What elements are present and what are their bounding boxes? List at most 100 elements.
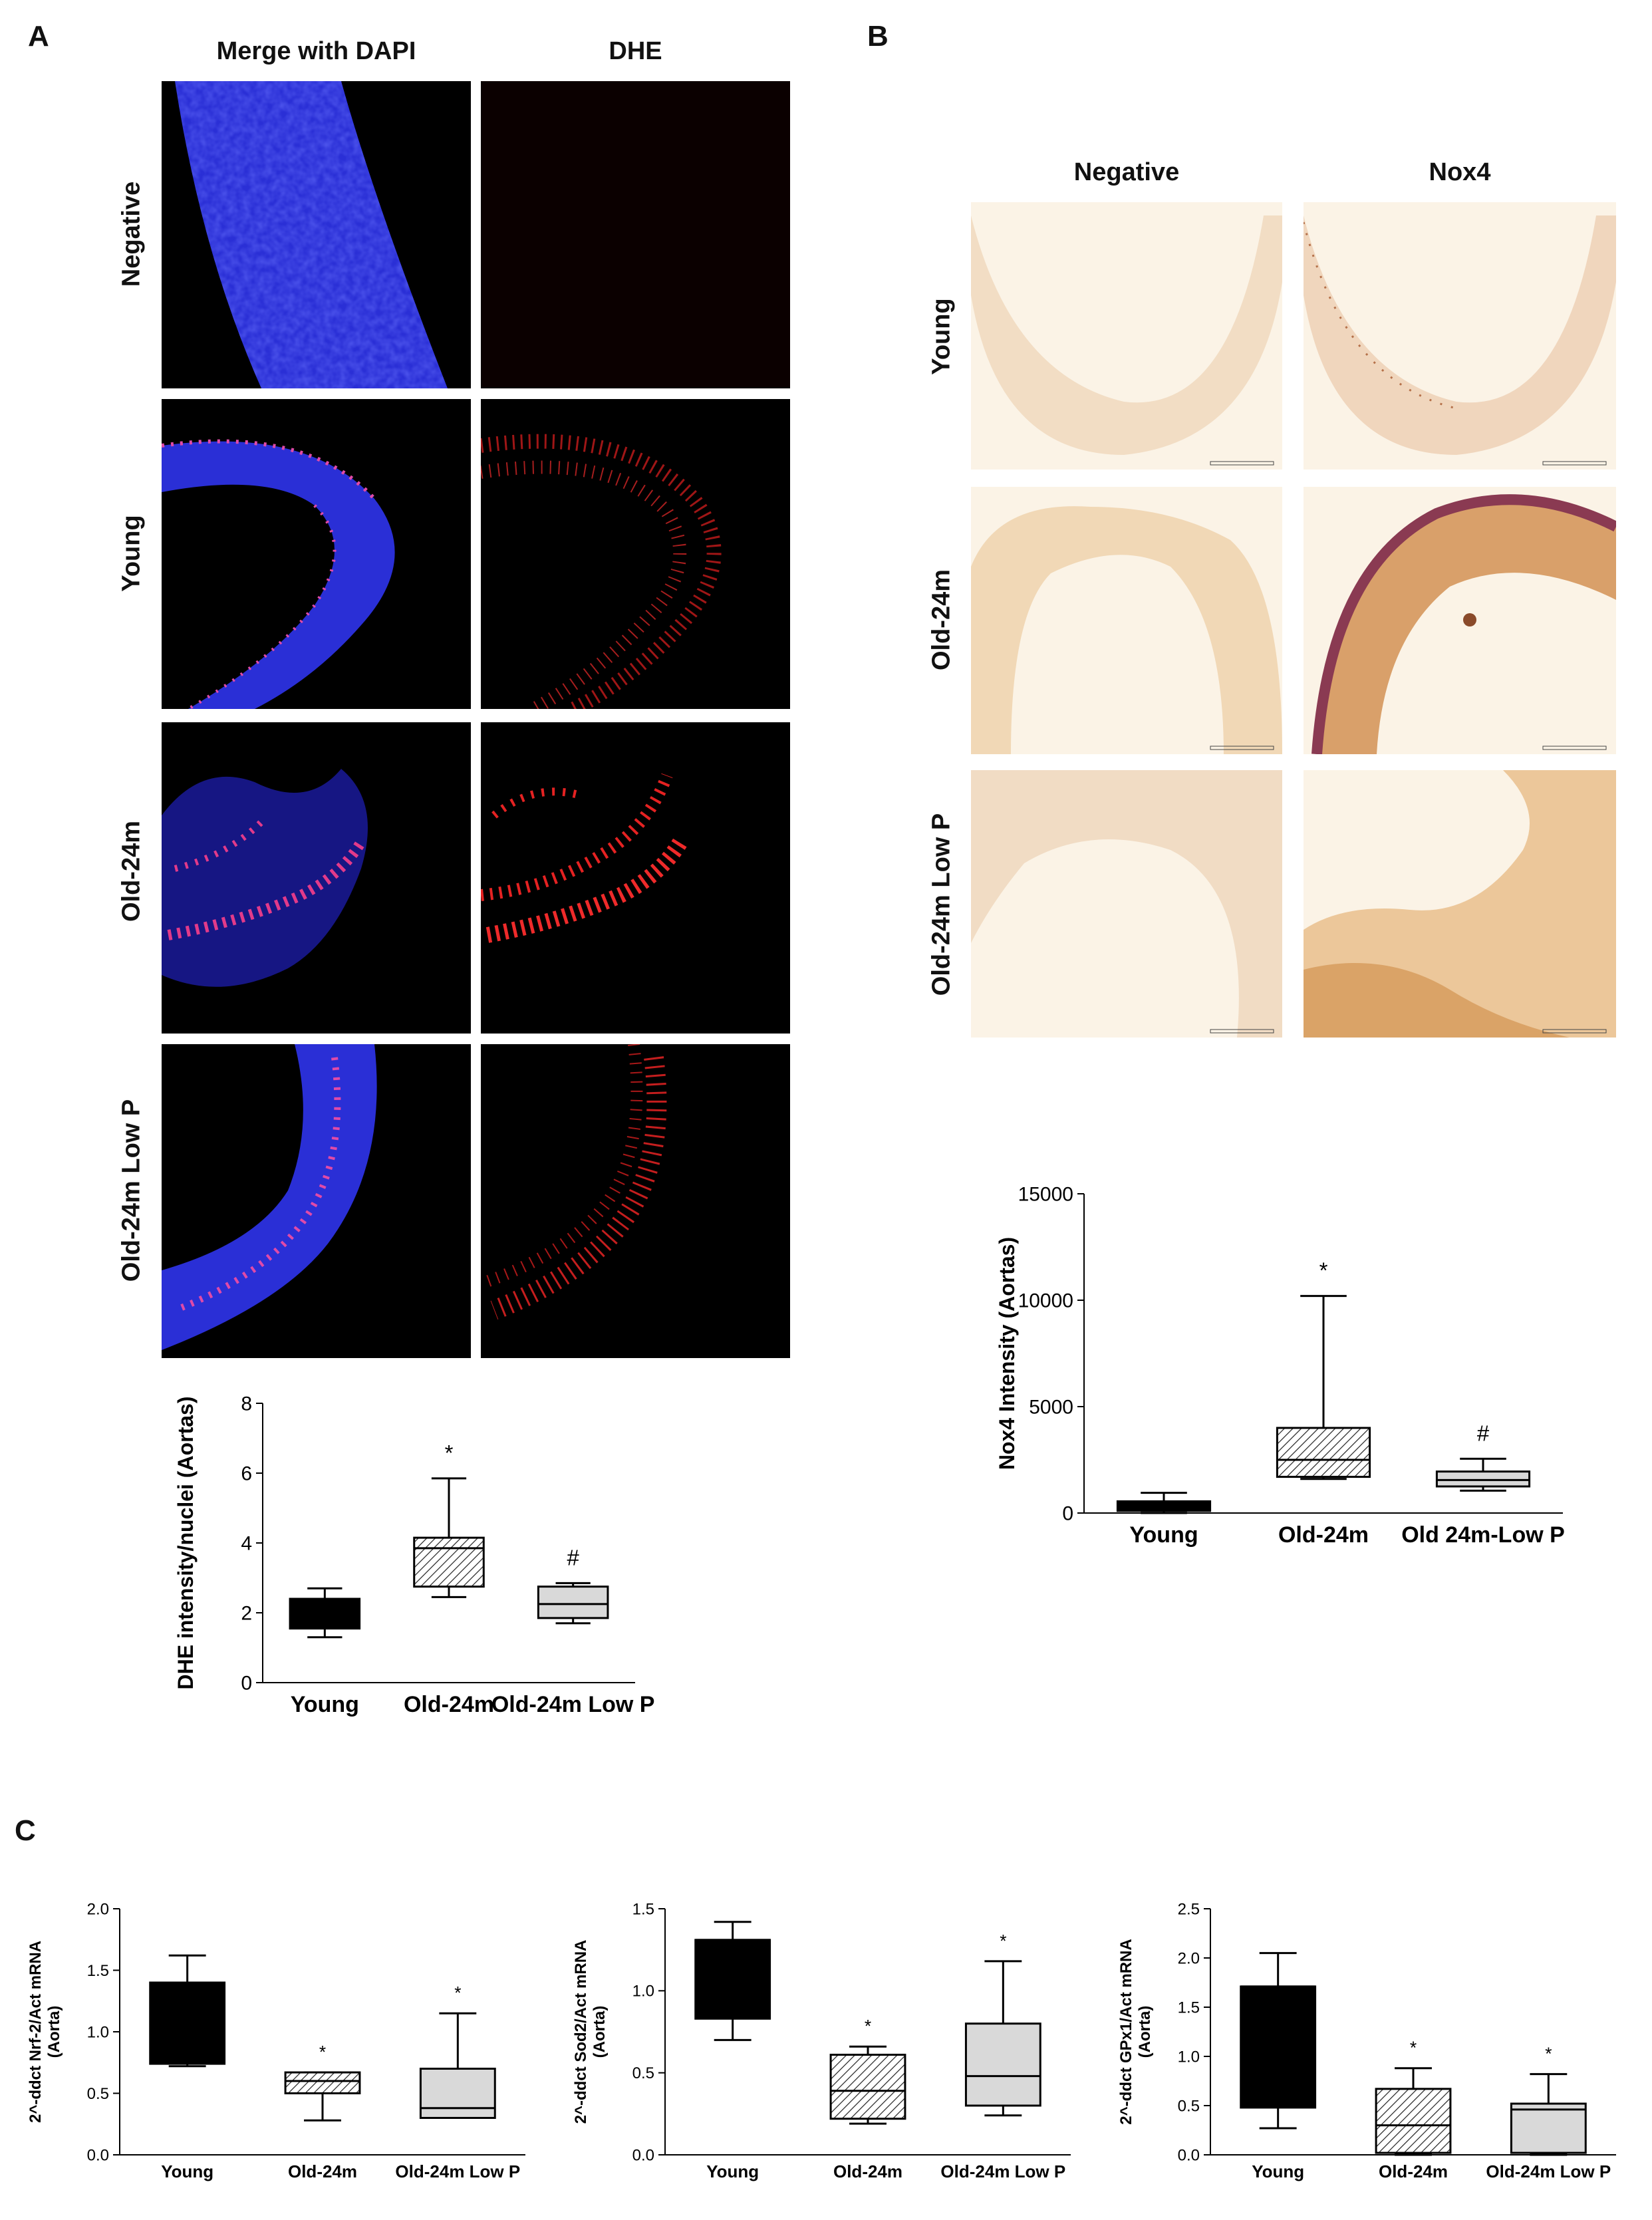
micrograph-nox4-old24m [1304, 487, 1616, 754]
panel-a-row-young: Young [117, 515, 146, 592]
dhe-annotation-2: # [567, 1545, 579, 1570]
nrf2-xtick-label-0: Young [161, 2161, 213, 2181]
gpx1-box-1 [1375, 2067, 1452, 2156]
micrograph-merge-young [162, 399, 471, 709]
panel-letter-c: C [15, 1814, 36, 1847]
nrf2-annotation-1: * [319, 2042, 326, 2062]
dhe-ylabel-0: DHE intensity/nuclei (Aortas) [174, 1397, 198, 1690]
panel-a-row-old24m-lowp: Old-24m Low P [117, 1099, 146, 1282]
nox4-ytick-label-0: 0 [1062, 1503, 1073, 1525]
sod2-xtick-label-0: Young [706, 2161, 759, 2181]
micrograph-negative-young [971, 202, 1282, 470]
dhe-xtick-label-2: Old-24m Low P [491, 1692, 655, 1717]
nrf2-box-body-0 [149, 1981, 226, 2065]
sod2-ytick-label-3: 1.5 [632, 1900, 654, 1918]
gpx1-box-0 [1240, 1952, 1317, 2130]
dhe-box-1 [413, 1477, 485, 1598]
dhe-annotation-1: * [445, 1441, 454, 1465]
nox4-box-2 [1435, 1457, 1531, 1492]
panel-letter-a: A [28, 20, 49, 53]
panel-a-header-merge: Merge with DAPI [216, 37, 416, 65]
nrf2-ytick-label-4: 2.0 [87, 1900, 109, 1918]
nox4-ytick-label-3: 15000 [1018, 1184, 1073, 1206]
sod2-ylabel-0: 2^-ddct Sod2/Act mRNA [572, 1940, 590, 2124]
sod2-box-body-0 [694, 1939, 771, 2020]
sod2-ytick-label-0: 0.0 [632, 2146, 654, 2164]
sod2-box-0 [694, 1921, 771, 2041]
nox4-box-1 [1276, 1295, 1371, 1480]
micrograph-merge-old24m-lowp [162, 1044, 471, 1358]
nrf2-ylabel-0: 2^-ddct Nrf-2/Act mRNA [27, 1941, 45, 2123]
dhe-box-body-2 [537, 1586, 609, 1619]
sod2-annotation-1: * [865, 2016, 871, 2036]
gpx1-ytick-label-5: 2.5 [1178, 1900, 1200, 1918]
micrograph-dhe-negative [481, 81, 790, 388]
gpx1-ytick-label-1: 0.5 [1178, 2097, 1200, 2115]
nrf2-ylabel-1: (Aorta) [45, 2006, 63, 2058]
gpx1-annotation-2: * [1545, 2044, 1552, 2064]
dhe-ytick-label-3: 6 [241, 1463, 252, 1485]
nrf2-annotation-2: * [454, 1983, 461, 2003]
sod2-ytick-label-2: 1.0 [632, 1983, 654, 2001]
micrograph-dhe-old24m [481, 722, 790, 1034]
sod2-box-body-1 [829, 2054, 906, 2120]
nrf2-xtick-label-2: Old-24m Low P [395, 2161, 520, 2181]
nrf2-box-body-2 [419, 2068, 496, 2119]
dhe-ytick-label-2: 4 [241, 1533, 252, 1555]
sod2-ylabel-1: (Aorta) [591, 2006, 609, 2058]
nox4-xtick-label-1: Old-24m [1278, 1522, 1369, 1548]
gpx1-ylabel-0: 2^-ddct GPx1/Act mRNA [1117, 1939, 1135, 2124]
gpx1-xtick-label-0: Young [1252, 2161, 1304, 2181]
nox4-ylabel-0: Nox4 Intensity (Aortas) [995, 1237, 1019, 1470]
dhe-box-2 [537, 1582, 609, 1625]
nrf2-boxplot: 0.0 0.5 1.0 1.5 2.0 2^-ddct Nrf-2/Act mRNA (Ao… [27, 1900, 525, 2181]
panel-b-header-nox4: Nox4 [1429, 158, 1491, 186]
nrf2-ytick-label-2: 1.0 [87, 2023, 109, 2041]
sod2-box-body-2 [964, 2022, 1041, 2107]
dhe-box-body-1 [413, 1536, 485, 1588]
dhe-xtick-label-1: Old-24m [404, 1692, 494, 1717]
dhe-box-0 [289, 1587, 361, 1639]
panel-b-row-young: Young [927, 298, 956, 375]
panel-b-row-old24m-lowp: Old-24m Low P [927, 813, 956, 996]
nrf2-box-0 [149, 1954, 226, 2068]
nox4-box-body-2 [1435, 1470, 1531, 1488]
nrf2-box-2 [419, 2012, 496, 2119]
gpx1-box-body-1 [1375, 2088, 1452, 2154]
gpx1-boxplot: 0.0 0.5 1.0 1.5 2.0 2.5 2^-ddct GPx1/Act mRNA(… [1117, 1900, 1616, 2181]
nox4-ytick-label-1: 5000 [1029, 1397, 1073, 1419]
nox4-box-0 [1116, 1492, 1212, 1514]
nrf2-box-body-1 [284, 2071, 361, 2094]
gpx1-xtick-label-1: Old-24m [1379, 2161, 1448, 2181]
nrf2-ytick-label-0: 0.0 [87, 2146, 109, 2164]
nrf2-ytick-label-1: 0.5 [87, 2085, 109, 2103]
panel-b-row-old24m: Old-24m [927, 569, 956, 671]
nox4-box-body-1 [1276, 1427, 1371, 1478]
panel-a-row-old24m: Old-24m [117, 820, 146, 922]
dhe-xtick-label-0: Young [291, 1692, 359, 1717]
nrf2-box-1 [284, 2071, 361, 2122]
sod2-annotation-2: * [1000, 1931, 1006, 1951]
nox4-ytick-label-2: 10000 [1018, 1290, 1073, 1312]
micrograph-nox4-old24m-lowp [1304, 770, 1616, 1038]
dhe-ytick-label-1: 2 [241, 1603, 252, 1625]
micrograph-merge-negative [162, 81, 471, 388]
dhe-ytick-label-0: 0 [241, 1673, 252, 1695]
nrf2-ytick-label-3: 1.5 [87, 1962, 109, 1980]
gpx1-box-2 [1510, 2073, 1587, 2156]
micrograph-dhe-old24m-lowp [481, 1044, 790, 1358]
gpx1-ytick-label-4: 2.0 [1178, 1949, 1200, 1967]
gpx1-box-body-2 [1510, 2102, 1587, 2154]
gpx1-ytick-label-2: 1.0 [1178, 2048, 1200, 2066]
gpx1-ylabel-1: (Aorta) [1136, 2006, 1154, 2058]
nox4-xtick-label-0: Young [1129, 1522, 1198, 1548]
nox4-annotation-2: # [1477, 1421, 1490, 1445]
micrograph-dhe-young [481, 399, 790, 709]
sod2-xtick-label-1: Old-24m [833, 2161, 902, 2181]
gpx1-box-body-0 [1240, 1985, 1317, 2109]
sod2-boxplot: 0.0 0.5 1.0 1.5 2^-ddct Sod2/Act mRNA (Aorta)… [572, 1900, 1071, 2181]
panel-a-header-dhe: DHE [609, 37, 662, 65]
micrograph-nox4-young [1304, 202, 1616, 470]
gpx1-annotation-1: * [1410, 2038, 1417, 2058]
panel-b-header-negative: Negative [1073, 158, 1180, 186]
